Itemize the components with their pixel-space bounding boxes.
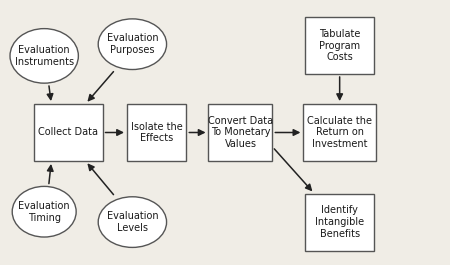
Text: Convert Data
To Monetary
Values: Convert Data To Monetary Values — [208, 116, 273, 149]
Text: Calculate the
Return on
Investment: Calculate the Return on Investment — [307, 116, 372, 149]
Text: Evaluation
Levels: Evaluation Levels — [107, 211, 158, 233]
Ellipse shape — [12, 186, 76, 237]
FancyBboxPatch shape — [127, 104, 186, 161]
Text: Isolate the
Effects: Isolate the Effects — [131, 122, 183, 143]
Text: Evaluation
Purposes: Evaluation Purposes — [107, 33, 158, 55]
Text: Evaluation
Instruments: Evaluation Instruments — [15, 45, 74, 67]
FancyBboxPatch shape — [208, 104, 272, 161]
Text: Identify
Intangible
Benefits: Identify Intangible Benefits — [315, 205, 364, 239]
Ellipse shape — [98, 19, 166, 69]
FancyBboxPatch shape — [34, 104, 103, 161]
Text: Evaluation
Timing: Evaluation Timing — [18, 201, 70, 223]
FancyBboxPatch shape — [306, 193, 374, 251]
Text: Tabulate
Program
Costs: Tabulate Program Costs — [319, 29, 360, 62]
Text: Collect Data: Collect Data — [38, 127, 99, 138]
Ellipse shape — [98, 197, 166, 248]
FancyBboxPatch shape — [303, 104, 376, 161]
FancyBboxPatch shape — [306, 17, 374, 74]
Ellipse shape — [10, 29, 78, 83]
